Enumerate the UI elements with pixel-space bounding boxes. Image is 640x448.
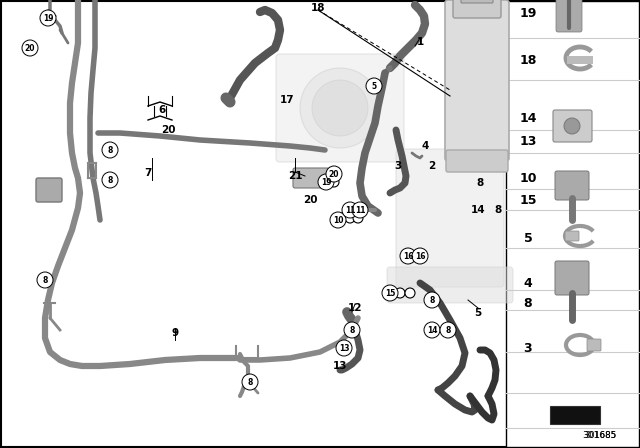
Text: 8: 8 — [349, 326, 355, 335]
Circle shape — [102, 142, 118, 158]
FancyBboxPatch shape — [556, 0, 582, 32]
Text: 13: 13 — [333, 361, 348, 371]
Text: 14: 14 — [427, 326, 437, 335]
FancyBboxPatch shape — [553, 110, 592, 142]
Text: 20: 20 — [25, 43, 35, 52]
FancyBboxPatch shape — [565, 231, 579, 241]
Text: 8: 8 — [476, 178, 484, 188]
Circle shape — [412, 248, 428, 264]
Text: 18: 18 — [519, 53, 537, 66]
Circle shape — [40, 10, 56, 26]
Text: 301685: 301685 — [584, 431, 616, 440]
Ellipse shape — [300, 68, 380, 148]
Circle shape — [312, 80, 368, 136]
Text: 18: 18 — [311, 3, 325, 13]
Text: 10: 10 — [519, 172, 537, 185]
Circle shape — [352, 202, 368, 218]
Text: 17: 17 — [280, 95, 294, 105]
Text: 10: 10 — [333, 215, 343, 224]
Circle shape — [413, 249, 427, 263]
Circle shape — [345, 213, 355, 223]
Circle shape — [242, 374, 258, 390]
Circle shape — [330, 212, 346, 228]
Circle shape — [385, 288, 395, 298]
Text: 14: 14 — [519, 112, 537, 125]
Text: 12: 12 — [348, 303, 362, 313]
Circle shape — [366, 78, 382, 94]
Text: 14: 14 — [470, 205, 485, 215]
FancyBboxPatch shape — [506, 1, 639, 447]
Text: 1: 1 — [417, 37, 424, 47]
Circle shape — [102, 172, 118, 188]
Circle shape — [329, 177, 339, 187]
Circle shape — [344, 322, 360, 338]
Text: 19: 19 — [321, 177, 332, 186]
FancyBboxPatch shape — [445, 0, 509, 161]
Circle shape — [405, 288, 415, 298]
Text: 21: 21 — [288, 171, 302, 181]
FancyBboxPatch shape — [555, 261, 589, 295]
Text: 16: 16 — [415, 251, 425, 260]
Text: 19: 19 — [519, 7, 537, 20]
Text: 4: 4 — [421, 141, 429, 151]
Text: 8: 8 — [108, 146, 113, 155]
FancyBboxPatch shape — [555, 171, 589, 200]
Circle shape — [37, 272, 53, 288]
Text: 5: 5 — [474, 308, 482, 318]
FancyBboxPatch shape — [550, 406, 600, 424]
Text: 20: 20 — [161, 125, 175, 135]
Circle shape — [353, 213, 363, 223]
Text: 8: 8 — [445, 326, 451, 335]
Circle shape — [318, 174, 334, 190]
FancyBboxPatch shape — [446, 150, 508, 172]
Text: 15: 15 — [385, 289, 395, 297]
Text: 2: 2 — [428, 161, 436, 171]
Text: 8: 8 — [42, 276, 48, 284]
Circle shape — [326, 166, 342, 182]
Circle shape — [321, 177, 331, 187]
Circle shape — [440, 322, 456, 338]
Text: 19: 19 — [43, 13, 53, 22]
Text: 301685: 301685 — [583, 431, 617, 440]
Circle shape — [424, 292, 440, 308]
Circle shape — [395, 288, 405, 298]
Circle shape — [424, 322, 440, 338]
Text: 8: 8 — [108, 176, 113, 185]
Text: 9: 9 — [172, 328, 179, 338]
Text: 20: 20 — [329, 169, 339, 178]
Text: 5: 5 — [371, 82, 376, 90]
Text: 8: 8 — [494, 205, 502, 215]
Circle shape — [564, 118, 580, 134]
FancyBboxPatch shape — [461, 0, 493, 3]
Text: 20: 20 — [303, 195, 317, 205]
FancyBboxPatch shape — [36, 178, 62, 202]
Text: 13: 13 — [519, 134, 537, 147]
Text: 16: 16 — [403, 251, 413, 260]
Circle shape — [337, 213, 347, 223]
FancyBboxPatch shape — [587, 339, 601, 351]
Circle shape — [401, 249, 415, 263]
FancyBboxPatch shape — [293, 168, 329, 188]
FancyBboxPatch shape — [387, 267, 513, 303]
Text: 4: 4 — [524, 276, 532, 289]
Circle shape — [342, 202, 358, 218]
FancyBboxPatch shape — [453, 0, 501, 18]
Text: 15: 15 — [519, 194, 537, 207]
Text: 11: 11 — [345, 206, 355, 215]
Text: 6: 6 — [158, 105, 166, 115]
FancyBboxPatch shape — [276, 54, 404, 162]
Circle shape — [382, 285, 398, 301]
Circle shape — [336, 340, 352, 356]
Text: 3: 3 — [524, 341, 532, 354]
Circle shape — [400, 248, 416, 264]
Text: 13: 13 — [339, 344, 349, 353]
Text: 11: 11 — [355, 206, 365, 215]
FancyBboxPatch shape — [396, 149, 504, 287]
Text: 5: 5 — [524, 232, 532, 245]
Text: 7: 7 — [144, 168, 152, 178]
Text: 8: 8 — [524, 297, 532, 310]
Text: 8: 8 — [247, 378, 253, 387]
Text: 8: 8 — [429, 296, 435, 305]
Text: 3: 3 — [394, 161, 402, 171]
